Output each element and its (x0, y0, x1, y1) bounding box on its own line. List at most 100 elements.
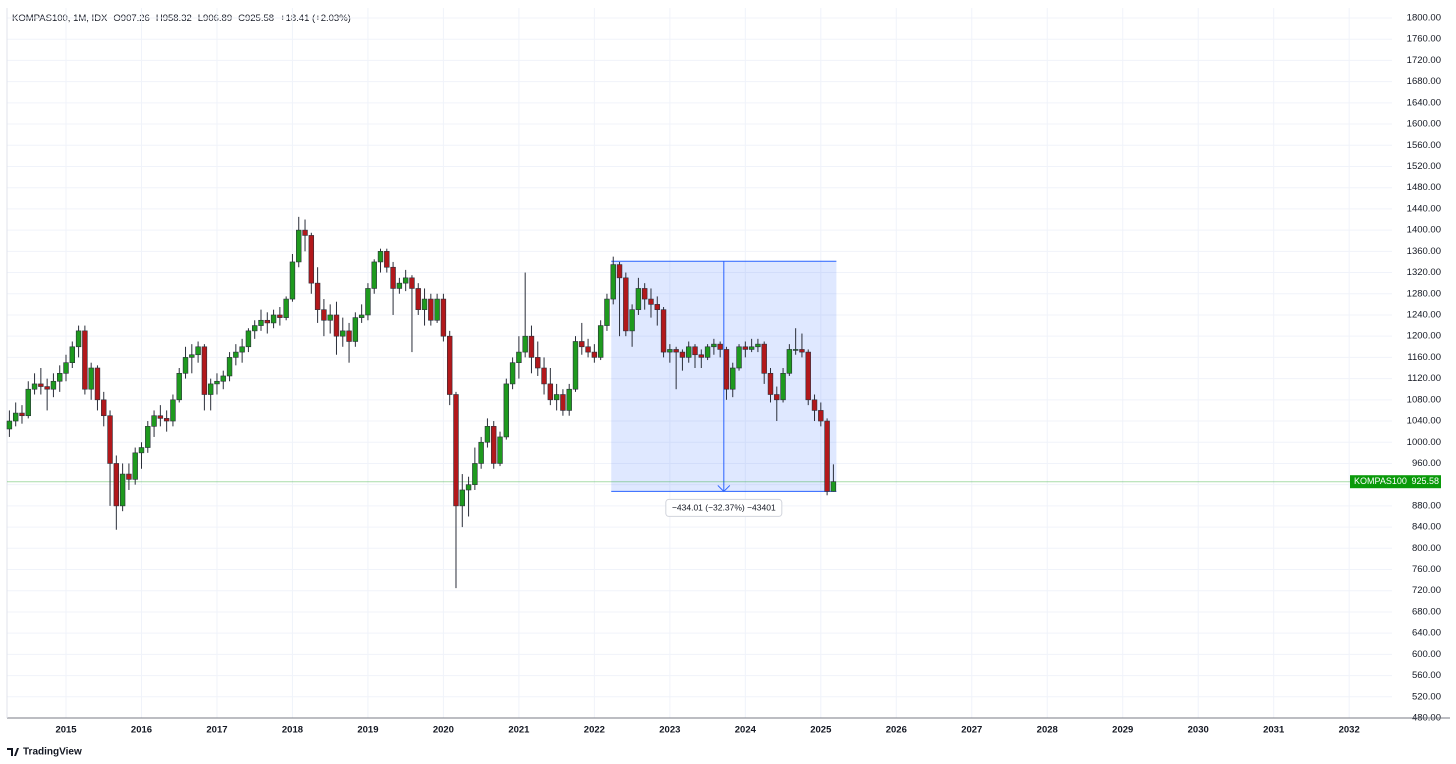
candle-body (736, 346, 742, 369)
y-tick-label: 1680.00 (1407, 76, 1441, 87)
candle-body (541, 367, 547, 385)
candle-body (767, 373, 774, 395)
candle-body (352, 317, 359, 342)
y-tick-label: 1160.00 (1407, 352, 1441, 363)
candle-body (717, 343, 723, 350)
candle-body (428, 298, 434, 321)
candle-body (101, 399, 107, 417)
y-tick-label: 960.00 (1412, 458, 1441, 469)
candle-body (333, 314, 340, 337)
candle-body (528, 335, 535, 358)
candle-body (182, 357, 189, 374)
candle-body (698, 354, 705, 358)
candle-body (591, 351, 598, 358)
candle-body (547, 383, 554, 401)
y-tick-label: 520.00 (1412, 691, 1441, 702)
candle-body (503, 383, 510, 438)
candle-body (157, 415, 164, 419)
candle-body (673, 349, 679, 353)
candle-body (57, 373, 63, 382)
candle-body (384, 251, 390, 268)
candle-body (692, 346, 698, 356)
measure-label: −434.01 (−32.37%) −43401 (672, 503, 776, 513)
y-tick-label: 720.00 (1412, 585, 1441, 596)
candle-body (774, 394, 780, 401)
y-tick-label: 600.00 (1412, 649, 1441, 660)
x-tick-label: 2020 (433, 725, 454, 736)
candle-body (824, 420, 830, 492)
y-tick-label: 1520.00 (1407, 161, 1441, 172)
candle-body (484, 426, 491, 443)
x-tick-label: 2031 (1263, 725, 1285, 736)
y-tick-label: 1560.00 (1407, 140, 1441, 151)
candle-body (667, 349, 673, 353)
candle-body (69, 346, 76, 363)
candle-body (31, 383, 38, 390)
candle-body (446, 335, 453, 395)
candle-body (314, 282, 321, 310)
measure-label-box (665, 498, 783, 517)
candle-body (207, 383, 214, 395)
candle-body (390, 266, 396, 289)
candle-body (660, 309, 667, 353)
candle-body (799, 349, 805, 353)
candle-body (654, 304, 660, 310)
candle-body (145, 426, 151, 448)
candle-body (572, 341, 579, 390)
logo-icon (7, 748, 19, 756)
candle-body (522, 335, 528, 353)
candle-body (308, 235, 315, 284)
candle-body (107, 415, 113, 464)
candle-body (629, 309, 635, 332)
y-tick-label: 1400.00 (1407, 225, 1441, 236)
candle-body (453, 394, 459, 507)
candle-body (346, 330, 352, 342)
last-price-box (1350, 475, 1441, 489)
candle-body (358, 314, 365, 318)
candle-body (409, 277, 415, 289)
candle-body (220, 375, 226, 382)
y-tick-label: 1040.00 (1407, 416, 1441, 427)
candle-body (421, 298, 428, 310)
candle-body (277, 314, 283, 318)
x-tick-label: 2019 (357, 725, 378, 736)
candle-body (50, 380, 57, 390)
y-tick-label: 1640.00 (1407, 97, 1441, 108)
candle-body (289, 261, 296, 300)
candle-body (635, 288, 642, 310)
y-tick-label: 1360.00 (1407, 246, 1441, 257)
footer-text: TradingView (23, 747, 82, 758)
candle-body (459, 489, 465, 507)
candle-body (641, 288, 648, 300)
candle-body (176, 373, 182, 401)
candle-body (239, 346, 245, 353)
y-tick-label: 1000.00 (1407, 437, 1441, 448)
candle-body (560, 394, 566, 411)
candle-body (786, 349, 793, 374)
grid (7, 8, 1392, 719)
candle-body (25, 388, 31, 417)
candle-body (113, 463, 120, 507)
candle-body (19, 412, 25, 417)
x-tick-label: 2032 (1339, 725, 1360, 736)
measure-arrow-head (717, 485, 731, 493)
candle-body (396, 282, 403, 289)
candle-body (748, 346, 755, 350)
x-tick-label: 2016 (131, 725, 152, 736)
candle-body (75, 330, 82, 348)
x-tick-label: 2018 (282, 725, 303, 736)
candle-body (604, 298, 610, 326)
candle-body (402, 277, 409, 284)
candle-body (119, 473, 126, 507)
y-tick-label: 800.00 (1412, 543, 1441, 554)
candle-body (327, 314, 333, 321)
y-tick-label: 1800.00 (1407, 13, 1441, 24)
candle-body (648, 298, 654, 305)
candle-body (264, 319, 270, 324)
candle-body (63, 362, 69, 374)
y-tick-label: 760.00 (1412, 564, 1441, 575)
candle-body (377, 251, 384, 263)
y-tick-label: 1480.00 (1407, 182, 1441, 193)
footer-logo: TradingView (7, 747, 82, 758)
